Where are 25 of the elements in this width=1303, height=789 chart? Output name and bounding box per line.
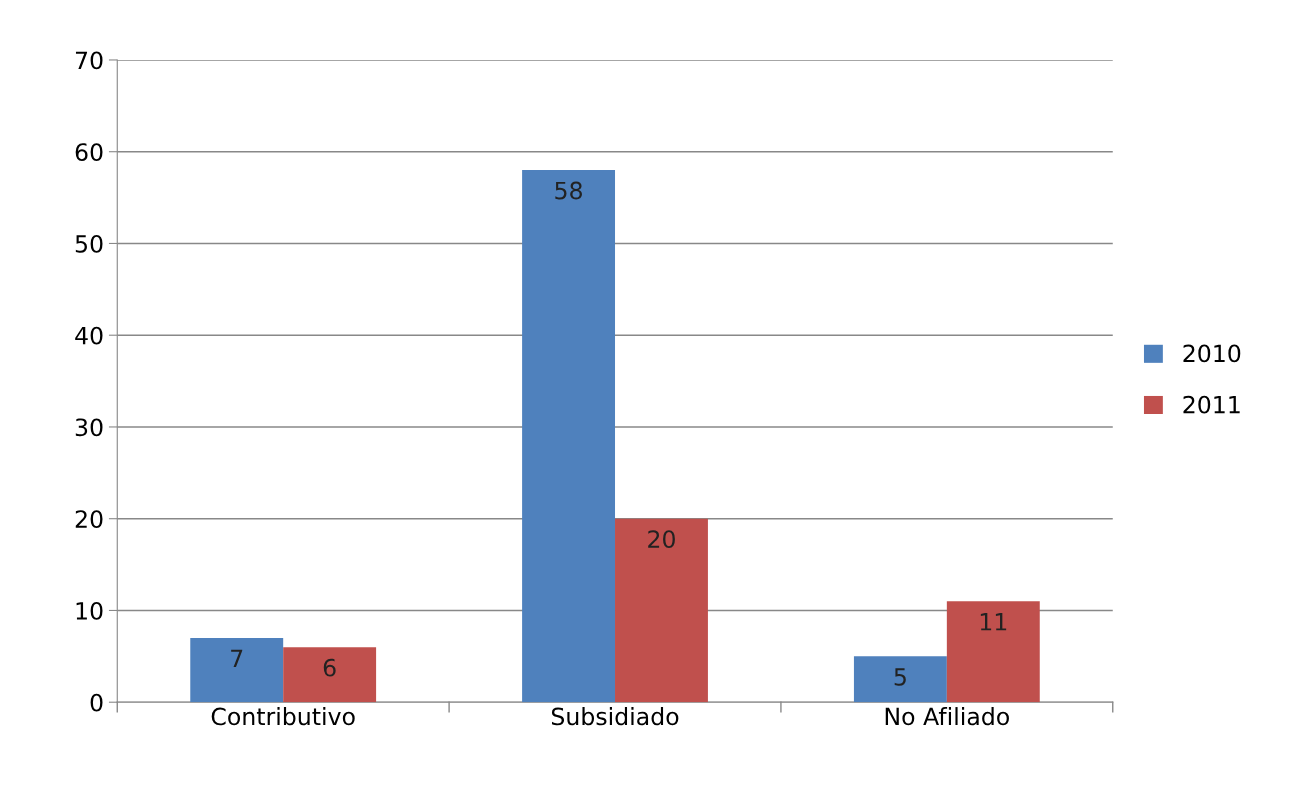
data-label: 7 (231, 649, 243, 668)
bar (946, 601, 1040, 703)
data-label: 5 (894, 668, 906, 686)
y-tick-label: 30 (75, 418, 103, 437)
y-tick-label: 10 (76, 601, 103, 620)
bar (283, 647, 377, 703)
data-label: 58 (555, 181, 582, 200)
y-tick-label: 20 (75, 510, 103, 529)
bar (522, 170, 616, 703)
bar (853, 656, 947, 703)
legend-label: 2010 (1183, 344, 1241, 363)
y-tick-label: 70 (75, 51, 103, 70)
data-label: 11 (980, 613, 1007, 631)
x-tick-label: No Afiliado (885, 707, 1009, 726)
x-tick-label: Contributivo (211, 707, 355, 726)
bar (615, 518, 708, 703)
y-tick-label: 60 (75, 143, 103, 162)
data-label: 6 (323, 658, 336, 677)
y-tick-label: 0 (90, 693, 103, 712)
y-tick-label: 40 (75, 326, 103, 345)
y-tick-label: 50 (75, 234, 103, 253)
legend-label: 2011 (1183, 395, 1240, 414)
data-label: 20 (648, 530, 675, 549)
bar (190, 637, 284, 703)
x-tick-label: Subsidiado (551, 707, 679, 726)
